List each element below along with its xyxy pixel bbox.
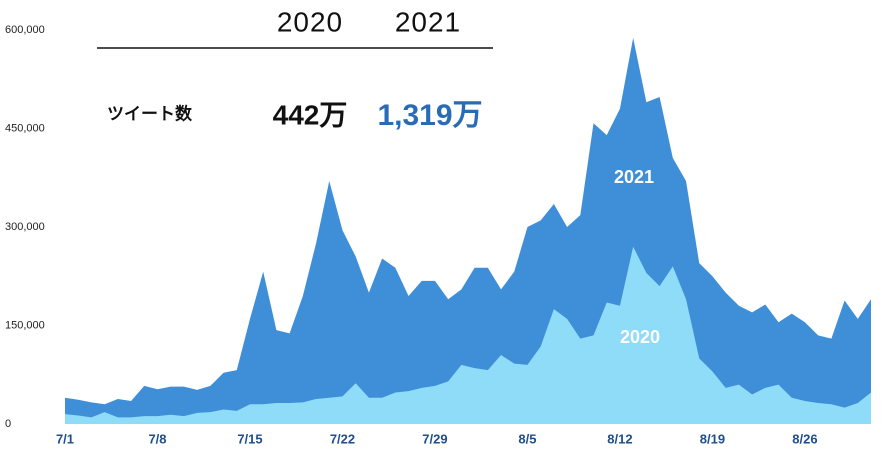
header-2020: 2020	[277, 6, 343, 37]
x-tick-label: 7/1	[56, 431, 74, 446]
header-2021: 2021	[395, 6, 461, 37]
total-2020: 442万	[273, 99, 348, 130]
y-tick-label: 300,000	[5, 221, 45, 233]
x-tick-label: 7/22	[330, 431, 355, 446]
x-tick-label: 8/5	[518, 431, 536, 446]
series-label: 2021	[614, 167, 654, 187]
x-tick-label: 7/8	[148, 431, 166, 446]
area	[65, 246, 871, 424]
x-tick-label: 7/15	[237, 431, 262, 446]
area	[65, 37, 871, 424]
y-tick-label: 600,000	[5, 24, 45, 36]
x-tick-label: 7/29	[422, 431, 447, 446]
y-tick-label: 150,000	[5, 319, 45, 331]
x-tick-label: 8/26	[792, 431, 817, 446]
plot	[65, 37, 871, 424]
y-tick-label: 0	[5, 418, 11, 430]
summary-label: ツイート数	[107, 103, 193, 123]
total-2021: 1,319万	[377, 99, 482, 132]
series-label: 2020	[620, 327, 660, 347]
x-tick-label: 8/12	[607, 431, 632, 446]
y-tick-label: 450,000	[5, 122, 45, 134]
x-tick-label: 8/19	[700, 431, 725, 446]
